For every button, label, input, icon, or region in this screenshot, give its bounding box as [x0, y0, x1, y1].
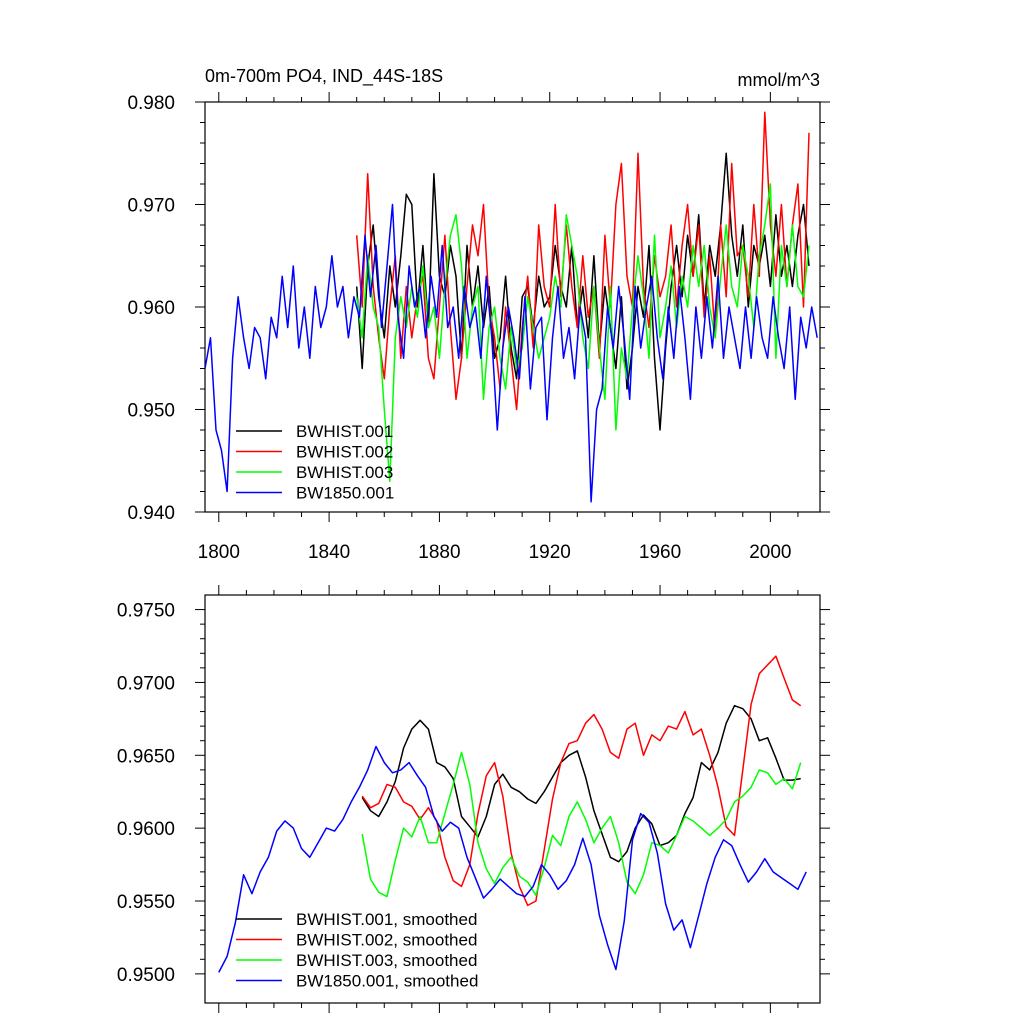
chart-title: 0m-700m PO4, IND_44S-18S: [205, 66, 443, 87]
series-line-3: [361, 751, 802, 898]
series-line-3: [355, 183, 810, 483]
legend-label: BWHIST.002, smoothed: [296, 931, 477, 950]
legend-label: BWHIST.003, smoothed: [296, 951, 477, 970]
series-line-2: [355, 111, 810, 411]
y-tick-label: 0.9700: [117, 673, 175, 694]
y-tick-label: 0.940: [127, 503, 175, 524]
x-tick-label: 1840: [308, 542, 350, 563]
y-tick-label: 0.9600: [117, 819, 175, 840]
x-tick-label: 1800: [198, 542, 240, 563]
series-line-4: [218, 745, 807, 973]
series-line-1: [361, 704, 801, 863]
y-tick-label: 0.970: [127, 196, 175, 217]
legend-label: BWHIST.003: [296, 463, 393, 482]
series-line-1: [355, 152, 810, 431]
x-tick-label: 1920: [529, 542, 571, 563]
y-tick-label: 0.9550: [117, 892, 175, 913]
y-tick-label: 0.9500: [117, 965, 175, 986]
series-line-4: [205, 203, 818, 503]
panel-top: 1800 1840 1880 1920 1960 2000 0.940 0.950 0.960 0…: [127, 66, 830, 563]
series-line-2: [361, 655, 802, 907]
legend-label: BW1850.001, smoothed: [296, 972, 478, 991]
legend-label: BWHIST.001: [296, 422, 393, 441]
units-label: mmol/m^3: [738, 70, 820, 90]
y-tick-label: 0.9650: [117, 746, 175, 767]
x-tick-label: 1880: [418, 542, 460, 563]
legend-label: BWHIST.001, smoothed: [296, 910, 477, 929]
y-tick-label: 0.9750: [117, 601, 175, 622]
y-tick-label: 0.950: [127, 401, 175, 422]
panel-bottom: 0.9500 0.9550 0.9600 0.9650 0.9700 0.9750 BWHI…: [117, 585, 830, 1013]
x-tick-label: 1960: [639, 542, 681, 563]
y-tick-label: 0.980: [127, 93, 175, 114]
y-tick-label: 0.960: [127, 298, 175, 319]
x-tick-label: 2000: [749, 542, 791, 563]
legend-label: BWHIST.002: [296, 443, 393, 462]
legend-label: BW1850.001: [296, 484, 394, 503]
